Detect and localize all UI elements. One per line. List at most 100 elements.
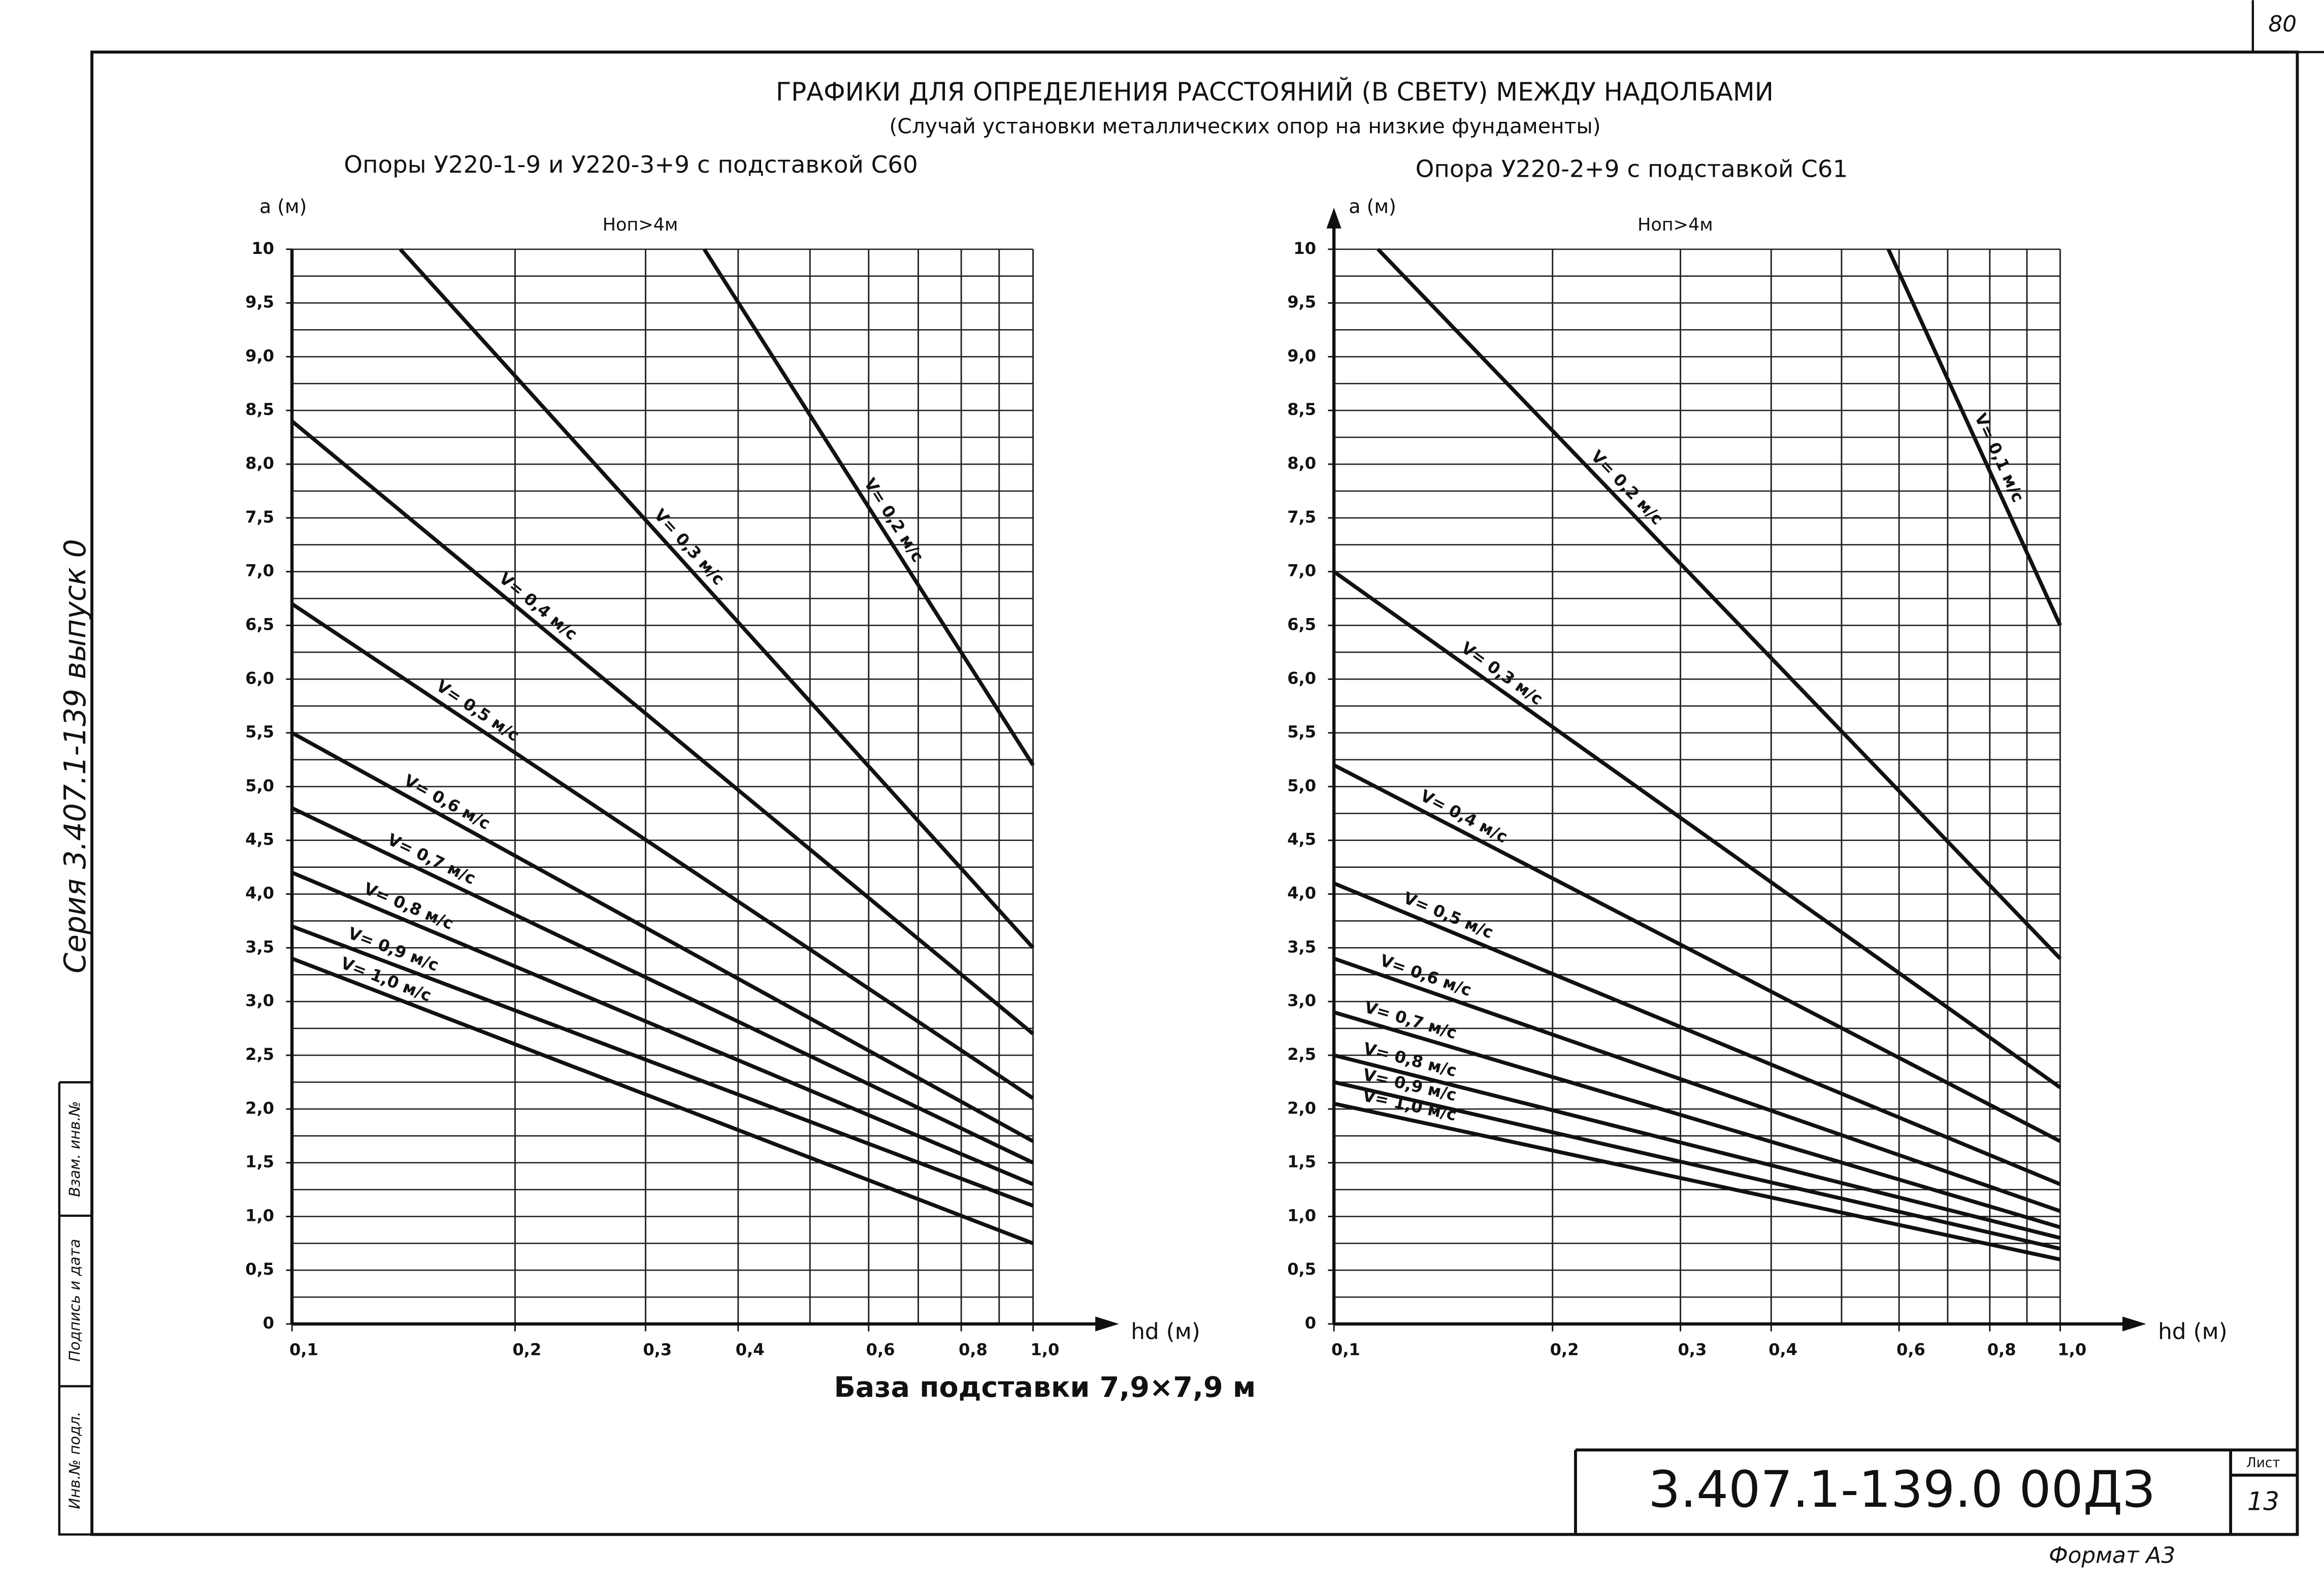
chart-title: Опоры У220-1-9 и У220-3+9 с подставкой С… [344, 151, 918, 179]
y-tick-label: 8,5 [1287, 400, 1316, 419]
page-number-box [2251, 0, 2324, 53]
title: ГРАФИКИ ДЛЯ ОПРЕДЕЛЕНИЯ РАССТОЯНИЙ (В СВ… [776, 77, 1774, 107]
curve [702, 248, 1035, 766]
x-tick-label: 0,4 [736, 1340, 765, 1359]
curve [290, 602, 1034, 1100]
title-block [1574, 1448, 2298, 1535]
y-tick-label: 9,5 [1287, 293, 1316, 312]
y-tick-label: 0,5 [245, 1259, 274, 1279]
y-tick-label: 5,0 [1287, 776, 1316, 795]
y-tick-label: 1,5 [245, 1152, 274, 1172]
curve [1333, 1010, 2061, 1229]
stamp-strip [58, 1081, 92, 1536]
sheet-label: Лист [2246, 1455, 2280, 1471]
y-tick-label: 2,5 [1287, 1045, 1316, 1064]
y-tick-label: 8,0 [1287, 453, 1316, 473]
y-tick-label: 6,5 [245, 614, 274, 634]
y-tick-label: 0 [1305, 1313, 1316, 1333]
format: Формат А3 [2049, 1542, 2175, 1568]
curve [291, 956, 1034, 1245]
x-tick-label: 0,3 [643, 1340, 672, 1359]
y-tick-label: 7,5 [245, 507, 274, 527]
y-tick-label: 7,5 [1287, 507, 1316, 527]
y-tick-label: 2,5 [245, 1045, 274, 1064]
y-tick-label: 9,5 [245, 293, 274, 312]
x-tick-label: 0,6 [1896, 1340, 1925, 1359]
stamp-sign: Подпись и дата [66, 1239, 83, 1362]
y-tick-label: 9,0 [245, 346, 274, 365]
y-tick-label: 9,0 [1287, 346, 1316, 365]
stamp-replace: Взам. инв.№ [66, 1101, 83, 1197]
curve [291, 731, 1034, 1143]
chart-title: Опора У220-2+9 с подставкой С61 [1416, 156, 1848, 183]
y-tick-label: 5,5 [245, 722, 274, 741]
y-tick-label: 1,0 [245, 1206, 274, 1225]
y-tick-label: 0,5 [1287, 1259, 1316, 1279]
y-tick-label: 2,0 [1287, 1098, 1316, 1118]
y-tick-label: 6,0 [245, 668, 274, 688]
curve [1333, 763, 2061, 1143]
x-axis-label: hd (м) [2158, 1319, 2228, 1345]
curve [291, 806, 1034, 1165]
y-tick-label: 4,5 [1287, 830, 1316, 849]
curve [291, 870, 1034, 1186]
x-tick-label: 0,8 [1987, 1340, 2016, 1359]
curve [1886, 248, 2062, 627]
y-tick-label: 8,0 [245, 453, 274, 473]
x-axis-arrow [1095, 1316, 1119, 1332]
curve [291, 924, 1034, 1208]
y-tick-label: 7,0 [1287, 561, 1316, 580]
y-axis-label: a (м) [1349, 196, 1396, 218]
x-tick-label: 0,2 [1550, 1340, 1579, 1359]
x-tick-label: 0,4 [1769, 1340, 1797, 1359]
curve [399, 248, 1035, 949]
y-axis-label: a (м) [259, 196, 307, 218]
curve [1333, 881, 2061, 1186]
designation: 3.407.1-139.0 00ДЗ [1648, 1461, 2155, 1519]
y-tick-label: 3,0 [1287, 991, 1316, 1010]
y-tick-label: 5,5 [1287, 722, 1316, 741]
stamp-inv: Инв.№ подл. [66, 1412, 83, 1509]
x-tick-label: 0,2 [512, 1340, 541, 1359]
x-tick-label: 0,8 [959, 1340, 988, 1359]
curve [1333, 1101, 2061, 1261]
x-tick-label: 1,0 [1030, 1340, 1059, 1359]
page-number: 80 [2268, 11, 2297, 37]
sheet-number: 13 [2247, 1487, 2279, 1516]
y-tick-label: 6,5 [1287, 614, 1316, 634]
y-tick-label: 7,0 [245, 561, 274, 580]
y-tick-label: 3,5 [1287, 937, 1316, 956]
curve [1333, 1080, 2061, 1251]
y-tick-label: 0 [263, 1313, 274, 1333]
y-tick-label: 4,0 [245, 884, 274, 903]
curve [1333, 1053, 2061, 1240]
frame [90, 50, 2299, 1536]
y-tick-label: 1,0 [1287, 1206, 1316, 1225]
x-axis-label: hd (м) [1131, 1319, 1200, 1345]
series-note: Серия 3.407.1-139 выпуск 0 [58, 539, 92, 973]
y-tick-label: 3,5 [245, 937, 274, 956]
curve [290, 419, 1034, 1035]
annotation: Hоп>4м [603, 214, 678, 235]
y-tick-label: 5,0 [245, 776, 274, 795]
x-tick-label: 0,1 [1331, 1340, 1360, 1359]
curve [1377, 248, 2062, 960]
annotation: Hоп>4м [1638, 214, 1713, 235]
base-caption: База подставки 7,9×7,9 м [834, 1372, 1256, 1404]
x-tick-label: 0,6 [866, 1340, 895, 1359]
x-tick-label: 0,3 [1678, 1340, 1707, 1359]
y-tick-label: 4,5 [245, 830, 274, 849]
y-tick-label: 3,0 [245, 991, 274, 1010]
x-tick-label: 1,0 [2057, 1340, 2086, 1359]
x-tick-label: 0,1 [289, 1340, 318, 1359]
y-tick-label: 10 [1293, 239, 1316, 258]
y-tick-label: 4,0 [1287, 884, 1316, 903]
y-tick-label: 10 [251, 239, 274, 258]
curve [1332, 570, 2061, 1089]
subtitle: (Случай установки металлических опор на … [889, 114, 1600, 138]
y-tick-label: 1,5 [1287, 1152, 1316, 1172]
